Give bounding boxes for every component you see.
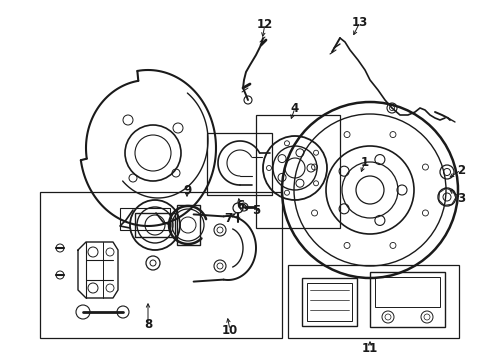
Text: 8: 8: [143, 319, 152, 332]
Text: 9: 9: [183, 184, 191, 197]
Text: 2: 2: [456, 163, 464, 176]
Text: 10: 10: [222, 324, 238, 337]
Text: 5: 5: [251, 203, 260, 216]
Text: 7: 7: [224, 212, 232, 225]
Bar: [256, 115, 339, 228]
Text: 11: 11: [361, 342, 377, 355]
Text: 12: 12: [256, 18, 273, 31]
Bar: [369, 272, 444, 327]
Bar: [120, 208, 170, 230]
Bar: [306, 283, 351, 321]
Text: 3: 3: [456, 192, 464, 204]
Bar: [40, 192, 282, 338]
Text: 1: 1: [360, 156, 368, 168]
Text: 13: 13: [351, 15, 367, 28]
Bar: [374, 277, 439, 307]
Bar: [302, 278, 356, 326]
Text: 4: 4: [290, 102, 299, 114]
Bar: [135, 213, 175, 237]
Bar: [287, 265, 458, 338]
Bar: [177, 205, 200, 245]
Bar: [206, 133, 271, 195]
Text: 6: 6: [235, 198, 244, 212]
